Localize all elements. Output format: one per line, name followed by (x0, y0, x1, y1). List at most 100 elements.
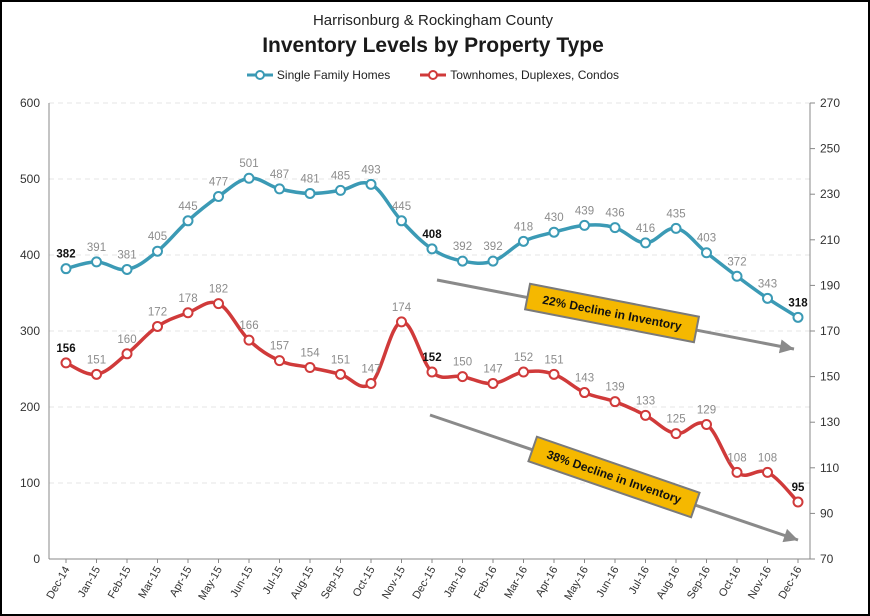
data-label-townhomes: 154 (300, 347, 320, 359)
data-label-single-family: 501 (239, 158, 258, 170)
x-tick-label: Mar-16 (502, 565, 530, 601)
data-label-townhomes: 166 (239, 320, 258, 332)
y-right-tick-label: 130 (820, 415, 840, 429)
data-point-townhomes (609, 396, 621, 408)
data-point-single-family (457, 255, 468, 267)
data-label-single-family: 392 (453, 241, 472, 253)
y-left-tick-label: 600 (20, 96, 40, 110)
data-label-townhomes: 172 (148, 306, 167, 318)
legend-label-single-family: Single Family Homes (276, 68, 391, 82)
decline-arrow-2-head (782, 528, 798, 543)
x-tick-label: Apr-16 (534, 565, 561, 600)
annotation-condo-decline-text: 38% Decline in Inventory (545, 447, 684, 506)
x-tick-label: Apr-15 (168, 565, 195, 600)
data-point-townhomes (396, 316, 407, 328)
data-point-townhomes (457, 371, 468, 383)
data-label-townhomes: 182 (209, 284, 228, 296)
annotation-condo-decline: 38% Decline in Inventory (527, 435, 701, 519)
data-label-townhomes: 150 (453, 357, 472, 369)
legend: Single Family Homes Townhomes, Duplexes,… (0, 68, 866, 82)
x-tick-label: May-16 (562, 565, 591, 603)
y-left-tick-label: 0 (33, 552, 40, 566)
data-label-townhomes: 151 (87, 354, 106, 366)
data-point-single-family (609, 222, 621, 234)
data-point-single-family (426, 243, 438, 255)
data-label-single-family: 382 (56, 249, 75, 261)
data-point-townhomes (152, 320, 163, 332)
data-point-townhomes (182, 307, 194, 319)
y-right-tick-label: 70 (820, 552, 834, 566)
data-point-townhomes (60, 357, 72, 369)
x-tick-label: Jan-15 (76, 565, 103, 600)
data-label-townhomes: 147 (483, 363, 502, 375)
data-point-townhomes (487, 377, 499, 389)
y-left-tick-label: 500 (20, 172, 40, 186)
data-label-townhomes: 147 (361, 363, 380, 375)
data-point-single-family (670, 222, 682, 234)
y-right-tick-label: 170 (820, 324, 840, 338)
data-label-single-family: 485 (331, 170, 350, 182)
data-point-townhomes (548, 368, 560, 380)
x-tick-label: Jul-15 (261, 565, 286, 597)
data-label-townhomes: 95 (792, 482, 805, 494)
data-label-single-family: 343 (758, 278, 777, 290)
data-label-townhomes: 152 (514, 352, 533, 364)
data-label-townhomes: 156 (56, 343, 75, 355)
y-left-tick-label: 300 (20, 324, 40, 338)
x-tick-label: Oct-16 (717, 565, 744, 600)
data-point-townhomes (304, 361, 316, 373)
x-tick-label: Feb-16 (472, 565, 500, 601)
y-right-tick-label: 190 (820, 278, 840, 292)
data-point-single-family (731, 270, 743, 282)
data-point-townhomes (274, 355, 285, 367)
data-label-single-family: 481 (300, 173, 319, 185)
data-point-single-family (518, 235, 529, 247)
y-right-tick-label: 150 (820, 370, 840, 384)
x-tick-label: Oct-15 (351, 565, 378, 600)
data-point-townhomes (792, 496, 804, 508)
chart-subtitle: Harrisonburg & Rockingham County (312, 12, 554, 29)
data-point-single-family (152, 245, 163, 257)
data-point-townhomes (121, 348, 133, 360)
annotation-condo-decline-box (527, 435, 701, 519)
x-tick-label: Jul-16 (627, 565, 652, 597)
data-label-single-family: 430 (544, 212, 563, 224)
data-point-townhomes (579, 387, 590, 399)
data-label-single-family: 416 (636, 223, 655, 235)
y-right-tick-label: 270 (820, 96, 840, 110)
x-tick-label: Jan-16 (442, 565, 469, 600)
data-point-single-family (792, 311, 804, 323)
data-point-townhomes (335, 368, 346, 380)
data-label-townhomes: 151 (331, 354, 350, 366)
data-label-single-family: 318 (788, 297, 808, 309)
x-tick-label: Dec-15 (410, 565, 438, 602)
data-point-single-family (243, 172, 255, 184)
data-label-single-family: 391 (87, 242, 106, 254)
x-tick-label: Sep-15 (319, 565, 347, 602)
y-left-tick-label: 100 (20, 476, 40, 490)
data-label-single-family: 392 (483, 241, 502, 253)
legend-item-townhomes: Townhomes, Duplexes, Condos (420, 68, 619, 82)
data-label-single-family: 408 (422, 229, 442, 241)
data-label-single-family: 403 (697, 233, 716, 245)
data-point-single-family (396, 215, 407, 227)
data-label-single-family: 436 (605, 208, 624, 220)
data-point-single-family (579, 219, 590, 231)
data-point-townhomes (670, 428, 682, 440)
data-label-single-family: 477 (209, 176, 228, 188)
data-label-townhomes: 157 (270, 341, 289, 353)
data-point-townhomes (518, 366, 529, 378)
data-label-townhomes: 108 (758, 452, 777, 464)
y-right-tick-label: 210 (820, 233, 840, 247)
data-point-townhomes (426, 366, 438, 378)
y-right-tick-label: 250 (820, 142, 840, 156)
x-tick-label: Feb-15 (106, 565, 134, 601)
data-point-townhomes (701, 418, 712, 430)
data-label-townhomes: 152 (422, 352, 441, 364)
data-point-townhomes (91, 368, 102, 380)
data-point-single-family (304, 187, 316, 199)
x-tick-label: Jun-16 (594, 565, 621, 600)
data-label-townhomes: 174 (392, 302, 412, 314)
data-label-townhomes: 151 (544, 354, 563, 366)
data-label-townhomes: 125 (666, 414, 685, 426)
